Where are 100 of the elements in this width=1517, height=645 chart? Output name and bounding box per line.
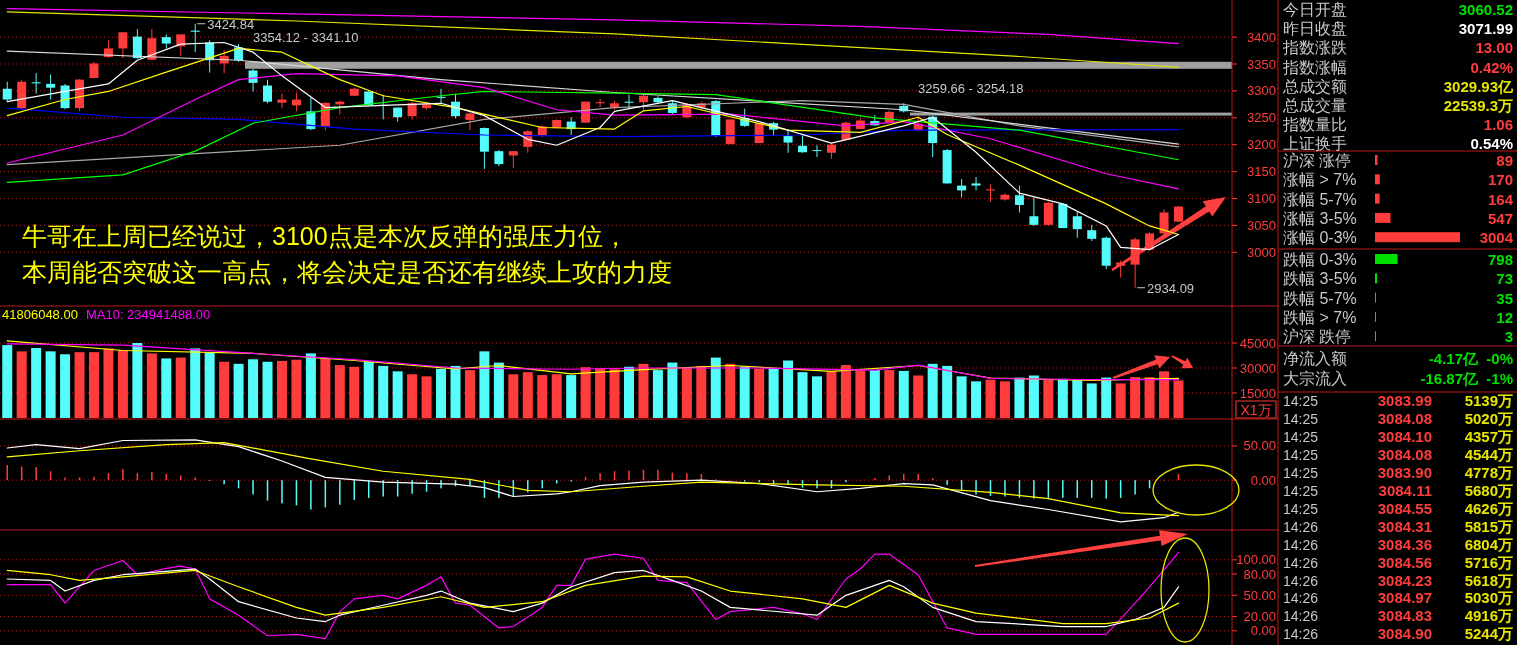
- category-label: 14:25: [1283, 446, 1319, 463]
- data-label: 3084.31: [1377, 517, 1432, 535]
- category-label: 14:25: [1283, 500, 1319, 517]
- y-tick-label: 20.00: [1243, 609, 1276, 625]
- category-label: 14:25: [1283, 393, 1319, 409]
- data-label: 3004: [1479, 229, 1514, 247]
- category-label: 上证换手: [1283, 135, 1347, 153]
- data-label: -0%: [1486, 350, 1513, 367]
- y-tick-label: 3200: [1247, 137, 1276, 153]
- category-label: 14:25: [1283, 410, 1319, 427]
- bar: [1115, 383, 1126, 418]
- bar: [783, 360, 794, 418]
- bar: [595, 368, 606, 418]
- line-series: [6, 11, 1180, 68]
- category-label: 14:26: [1283, 572, 1319, 589]
- bar: [1375, 232, 1460, 243]
- y-tick-label: 3350: [1247, 56, 1276, 72]
- bar: [942, 365, 953, 418]
- data-label: 3084.56: [1377, 553, 1432, 571]
- data-label: 4544万: [1464, 445, 1513, 463]
- data-label: 3084.23: [1377, 571, 1432, 589]
- data-label: 4626万: [1464, 499, 1513, 517]
- data-label: 3084.11: [1378, 481, 1432, 499]
- category-label: 14:26: [1283, 554, 1319, 571]
- bar: [551, 374, 562, 418]
- category-label: 14:26: [1283, 518, 1319, 535]
- text: 3060.52: [1458, 1, 1513, 18]
- bar: [2, 345, 13, 418]
- bar: [999, 381, 1010, 418]
- bar: [1130, 377, 1141, 418]
- y-tick-label: 沪深 跌停: [1283, 328, 1352, 346]
- text: 0.42%: [1470, 58, 1513, 76]
- data-label: 164: [1487, 190, 1514, 208]
- line-series: [6, 552, 1180, 640]
- bar: [609, 369, 620, 418]
- bar: [132, 343, 143, 418]
- y-tick-label: 50.00: [1243, 587, 1276, 603]
- bar: [508, 374, 519, 418]
- data-label: 3084.10: [1377, 427, 1432, 445]
- bar: [956, 376, 967, 418]
- y-axis-title: X1万: [1240, 402, 1272, 418]
- category-label: 14:26: [1283, 626, 1319, 643]
- bar: [436, 368, 447, 418]
- bar: [233, 363, 244, 418]
- bar: [855, 370, 866, 418]
- bar: [1375, 193, 1380, 204]
- bar: [175, 357, 186, 418]
- bar: [826, 371, 837, 418]
- bar: [840, 365, 851, 418]
- band-label: 3354.12 - 3341.10: [253, 29, 359, 45]
- candlestick: [132, 28, 142, 60]
- y-tick-label: 80.00: [1243, 566, 1276, 582]
- candlestick: [812, 144, 822, 158]
- y-tick-label: 跌幅 5-7%: [1283, 289, 1357, 307]
- candlestick: [479, 126, 489, 170]
- bar: [898, 370, 909, 418]
- data-label: 12: [1496, 308, 1513, 326]
- candlestick: [465, 111, 475, 131]
- category-label: 14:25: [1283, 482, 1319, 499]
- y-tick-label: 45000: [1239, 335, 1276, 351]
- bar: [1043, 379, 1054, 418]
- bar: [1159, 371, 1170, 418]
- candlestick: [46, 74, 56, 101]
- data-label: 3084.36: [1377, 535, 1432, 553]
- bar: [421, 376, 432, 418]
- candlestick: [277, 93, 287, 109]
- bar: [305, 353, 316, 418]
- y-tick-label: 100.00: [1236, 552, 1276, 568]
- y-tick-label: 沪深 涨停: [1283, 152, 1352, 169]
- data-label: 3084.08: [1377, 409, 1432, 427]
- bar: [1144, 377, 1155, 418]
- data-label: 4778万: [1464, 463, 1513, 481]
- bar: [276, 360, 287, 418]
- bar: [45, 351, 56, 418]
- bar: [1375, 155, 1378, 165]
- y-tick-label: 跌幅 0-3%: [1283, 251, 1357, 268]
- bar: [884, 370, 895, 418]
- category-label: 大宗流入: [1283, 370, 1347, 387]
- data-label: -16.87亿: [1420, 370, 1479, 387]
- data-label: 5815万: [1464, 517, 1513, 535]
- data-label: 5020万: [1464, 409, 1513, 427]
- bar: [103, 348, 114, 418]
- bar: [1375, 212, 1391, 223]
- category-label: 昨日收盘: [1283, 20, 1347, 38]
- bar: [768, 368, 779, 418]
- data-label: 5716万: [1464, 553, 1513, 571]
- y-tick-label: 跌幅 3-5%: [1283, 270, 1357, 288]
- y-tick-label: 0.00: [1250, 472, 1276, 488]
- y-tick-label: 3150: [1247, 164, 1276, 180]
- y-tick-label: 3300: [1247, 83, 1276, 99]
- data-label: 3: [1504, 328, 1513, 346]
- text: 22539.3万: [1443, 97, 1513, 114]
- bar: [1057, 378, 1068, 418]
- bar: [1375, 254, 1398, 264]
- data-label: -1%: [1486, 370, 1513, 387]
- category-label: 净流入额: [1283, 350, 1347, 367]
- line-series: [6, 8, 1180, 45]
- bar: [262, 361, 273, 418]
- bar: [378, 365, 389, 418]
- y-tick-label: 3050: [1247, 217, 1276, 233]
